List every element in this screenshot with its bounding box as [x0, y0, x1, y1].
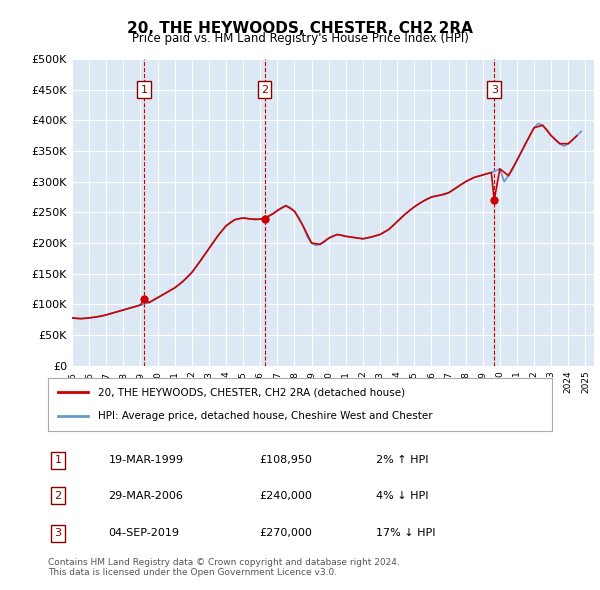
Text: 1: 1 — [55, 455, 62, 465]
Text: £108,950: £108,950 — [260, 455, 313, 465]
Text: Contains HM Land Registry data © Crown copyright and database right 2024.
This d: Contains HM Land Registry data © Crown c… — [48, 558, 400, 577]
Text: 1: 1 — [141, 85, 148, 94]
Text: 3: 3 — [55, 529, 62, 538]
Text: 2: 2 — [261, 85, 268, 94]
Text: 2% ↑ HPI: 2% ↑ HPI — [376, 455, 428, 465]
Text: 17% ↓ HPI: 17% ↓ HPI — [376, 529, 435, 538]
Text: HPI: Average price, detached house, Cheshire West and Chester: HPI: Average price, detached house, Ches… — [98, 411, 433, 421]
Text: 19-MAR-1999: 19-MAR-1999 — [109, 455, 184, 465]
Text: 04-SEP-2019: 04-SEP-2019 — [109, 529, 179, 538]
Text: 4% ↓ HPI: 4% ↓ HPI — [376, 491, 428, 500]
Text: 3: 3 — [491, 85, 498, 94]
Text: 2: 2 — [55, 491, 62, 500]
Text: £240,000: £240,000 — [260, 491, 313, 500]
Text: Price paid vs. HM Land Registry's House Price Index (HPI): Price paid vs. HM Land Registry's House … — [131, 32, 469, 45]
Text: £270,000: £270,000 — [260, 529, 313, 538]
Text: 20, THE HEYWOODS, CHESTER, CH2 2RA: 20, THE HEYWOODS, CHESTER, CH2 2RA — [127, 21, 473, 35]
Text: 20, THE HEYWOODS, CHESTER, CH2 2RA (detached house): 20, THE HEYWOODS, CHESTER, CH2 2RA (deta… — [98, 388, 406, 398]
Text: 29-MAR-2006: 29-MAR-2006 — [109, 491, 184, 500]
